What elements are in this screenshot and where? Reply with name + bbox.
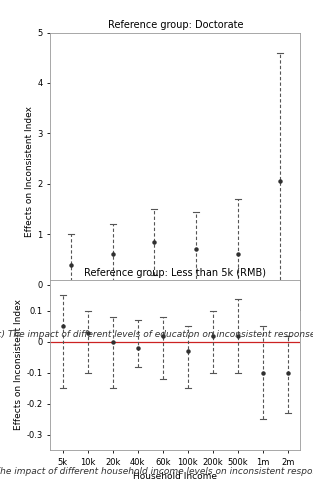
Title: Reference group: Less than 5k (RMB): Reference group: Less than 5k (RMB) [84,268,266,278]
Y-axis label: Effects on Inconsistent Index: Effects on Inconsistent Index [14,300,23,430]
Y-axis label: Effects on Inconsistent Index: Effects on Inconsistent Index [25,106,34,237]
X-axis label: Household Income: Household Income [133,472,217,481]
Title: Reference group: Doctorate: Reference group: Doctorate [108,20,243,30]
Text: (d) The impact of different household income levels on inconsistent responses: (d) The impact of different household in… [0,468,313,476]
Text: (c) The impact of different levels of education on inconsistent responses: (c) The impact of different levels of ed… [0,330,313,339]
X-axis label: Education: Education [153,332,198,341]
